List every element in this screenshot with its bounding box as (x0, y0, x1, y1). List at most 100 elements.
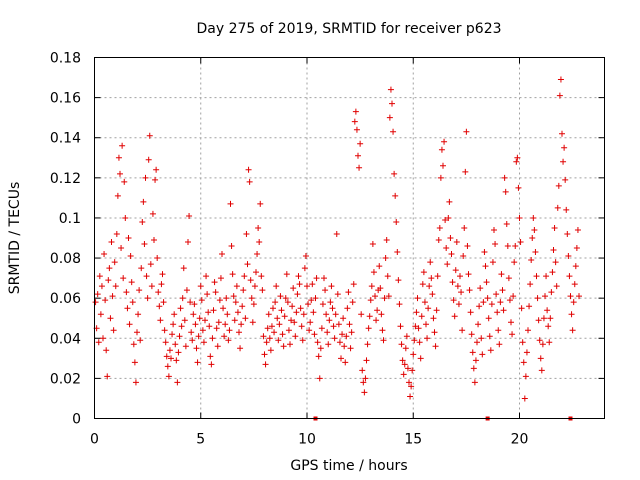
data-point (427, 259, 434, 266)
data-point (395, 277, 402, 284)
data-point (158, 281, 165, 288)
data-point (246, 178, 253, 185)
data-point (478, 335, 485, 342)
data-point (362, 375, 369, 382)
data-point (186, 212, 193, 219)
chart-title: Day 275 of 2019, SRMTID for receiver p62… (196, 21, 501, 37)
data-point (372, 293, 378, 300)
data-point (259, 287, 266, 294)
data-point (356, 164, 363, 171)
data-point (274, 315, 281, 322)
data-point (339, 331, 346, 338)
data-point (342, 359, 349, 366)
data-point (423, 321, 429, 328)
data-point (267, 347, 274, 354)
data-point (525, 327, 531, 334)
data-point (409, 367, 416, 374)
data-point (304, 283, 310, 290)
data-point (333, 230, 340, 237)
data-point (166, 347, 173, 354)
data-point (96, 273, 103, 280)
data-point (217, 275, 224, 282)
data-point (390, 128, 397, 135)
data-point (204, 291, 211, 298)
data-point (140, 198, 147, 205)
data-point (549, 269, 556, 276)
data-point (327, 299, 334, 306)
data-point (452, 267, 459, 274)
data-point (491, 226, 497, 233)
data-point (159, 271, 166, 278)
data-point (429, 291, 436, 298)
data-point (564, 230, 571, 237)
data-point (233, 283, 240, 290)
data-point (182, 343, 189, 350)
data-point (247, 277, 254, 284)
data-point (170, 321, 177, 328)
data-point (145, 156, 152, 163)
data-point (389, 100, 395, 107)
data-point (104, 373, 111, 380)
data-point (495, 327, 502, 334)
data-point (515, 184, 522, 191)
data-point (560, 158, 567, 165)
data-point (147, 261, 154, 268)
data-point (222, 321, 229, 328)
data-point (127, 253, 134, 260)
data-point (258, 273, 265, 280)
data-point (398, 341, 405, 348)
data-point (126, 321, 133, 328)
data-point (516, 214, 523, 221)
data-point (253, 269, 259, 276)
data-point (383, 237, 390, 244)
data-point (207, 353, 214, 360)
data-point (381, 295, 388, 302)
data-point (135, 311, 142, 318)
data-point (199, 327, 206, 334)
data-point (544, 307, 551, 314)
data-point (536, 337, 543, 344)
data-point (111, 259, 118, 266)
data-point (506, 297, 513, 304)
data-point (364, 341, 371, 348)
data-point (256, 239, 263, 246)
data-point (295, 273, 302, 280)
data-point (198, 297, 205, 304)
data-point (307, 319, 314, 326)
data-point (476, 303, 483, 310)
data-point (568, 311, 575, 318)
data-point (306, 327, 313, 334)
data-point (355, 152, 361, 159)
data-point (237, 345, 244, 352)
data-point (123, 289, 130, 296)
data-point (271, 329, 278, 336)
data-point (209, 335, 216, 342)
data-point (493, 291, 500, 298)
data-point (124, 305, 131, 312)
data-point (173, 357, 180, 364)
data-point (566, 273, 573, 280)
data-point (513, 158, 520, 165)
data-point (522, 373, 529, 380)
data-point (406, 379, 412, 386)
data-point (313, 275, 320, 282)
data-point (391, 170, 398, 177)
data-point (230, 293, 237, 300)
data-point (185, 239, 191, 246)
data-point (346, 321, 353, 328)
data-point (534, 295, 541, 302)
data-point (244, 261, 251, 268)
data-point (107, 315, 114, 322)
data-point (106, 265, 113, 272)
data-point (341, 343, 348, 350)
data-point (465, 271, 472, 278)
data-point (180, 265, 187, 272)
data-point (521, 395, 528, 402)
data-point (438, 146, 445, 153)
data-point (181, 317, 188, 324)
data-point (146, 132, 153, 139)
data-point (277, 293, 284, 300)
data-point (514, 154, 521, 161)
data-point (360, 379, 367, 386)
data-point (397, 323, 404, 330)
